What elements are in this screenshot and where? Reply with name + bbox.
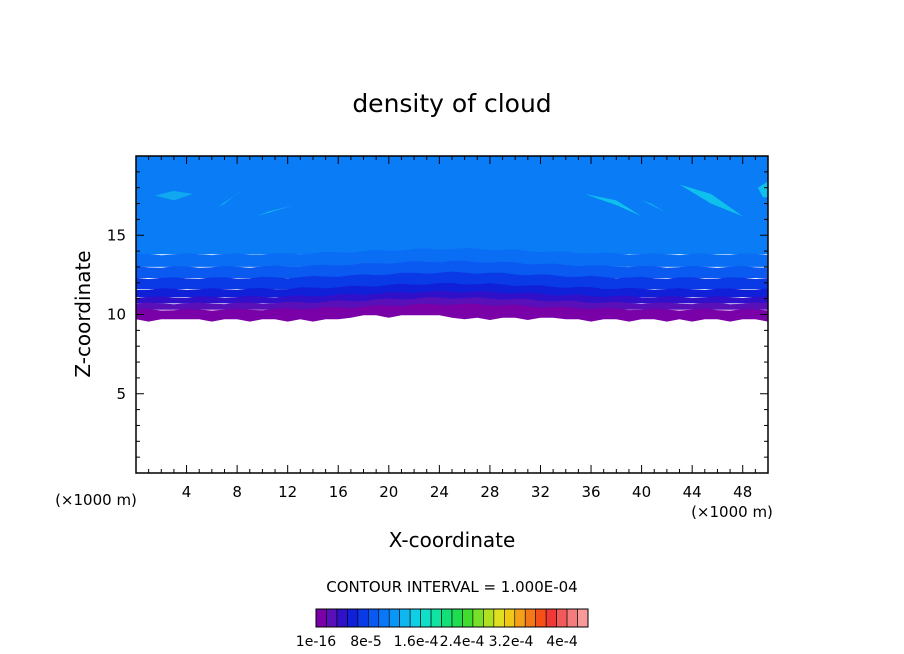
y-tick-label: 10 bbox=[107, 306, 126, 324]
x-axis: 4 8 12 16 20 24 28 32 36 40 44 48 bbox=[148, 156, 756, 501]
x-tick-label: 4 bbox=[182, 483, 192, 501]
y-tick-label: 5 bbox=[116, 385, 126, 403]
contour-patch bbox=[757, 181, 768, 198]
colorbar-swatch bbox=[368, 608, 380, 628]
colorbar-swatch bbox=[524, 608, 536, 628]
contour-band bbox=[136, 283, 768, 298]
x-tick-label: 20 bbox=[379, 483, 398, 501]
chart-title: density of cloud bbox=[352, 89, 551, 118]
contour-band bbox=[136, 297, 768, 310]
contour-patch bbox=[155, 190, 193, 201]
colorbar-labels: 1e-16 8e-5 1.6e-4 2.4e-4 3.2e-4 4e-4 bbox=[296, 634, 578, 650]
colorbar-swatch bbox=[472, 608, 484, 628]
x-tick-label: 12 bbox=[278, 483, 297, 501]
colorbar-swatch bbox=[535, 608, 547, 628]
colorbar-swatch bbox=[357, 608, 369, 628]
colorbar-swatch bbox=[409, 608, 421, 628]
x-axis-label: X-coordinate bbox=[389, 528, 516, 552]
colorbar-swatch bbox=[441, 608, 453, 628]
colorbar-swatch bbox=[315, 608, 327, 628]
y-axis: 5 10 15 bbox=[107, 171, 768, 458]
x-tick-label: 28 bbox=[480, 483, 499, 501]
colorbar-label: 2.4e-4 bbox=[440, 634, 485, 650]
colorbar-swatch bbox=[545, 608, 557, 628]
contour-band bbox=[136, 290, 768, 304]
colorbar-swatch bbox=[420, 608, 432, 628]
contour-band bbox=[136, 271, 768, 290]
colorbar-swatch bbox=[336, 608, 348, 628]
colorbar-swatch bbox=[556, 608, 568, 628]
colorbar-label: 4e-4 bbox=[546, 634, 578, 650]
colorbar-swatch bbox=[504, 608, 516, 628]
contour-band bbox=[136, 260, 768, 278]
colorbar-swatch bbox=[566, 608, 578, 628]
colorbar-swatch bbox=[388, 608, 400, 628]
y-axis-label: Z-coordinate bbox=[71, 250, 95, 377]
colorbar-swatch bbox=[514, 608, 526, 628]
colorbar-swatch bbox=[399, 608, 411, 628]
x-tick-label: 40 bbox=[632, 483, 651, 501]
colorbar-swatch bbox=[347, 608, 359, 628]
y-tick-label: 15 bbox=[107, 226, 126, 244]
colorbar-label: 1.6e-4 bbox=[394, 634, 439, 650]
plot-area bbox=[136, 156, 768, 322]
x-tick-label: 44 bbox=[683, 483, 702, 501]
colorbar-swatch bbox=[493, 608, 505, 628]
colorbar-label: 8e-5 bbox=[350, 634, 381, 650]
contour-patch bbox=[294, 194, 332, 204]
colorbar-swatch bbox=[430, 608, 442, 628]
colorbar-swatch bbox=[326, 608, 338, 628]
x-axis-unit-left: (×1000 m) bbox=[55, 491, 137, 509]
x-tick-label: 16 bbox=[329, 483, 348, 501]
contour-interval-label: CONTOUR INTERVAL = 1.000E-04 bbox=[326, 578, 577, 596]
x-tick-label: 24 bbox=[430, 483, 449, 501]
contour-band bbox=[136, 247, 768, 267]
x-tick-label: 32 bbox=[531, 483, 550, 501]
colorbar-label: 3.2e-4 bbox=[489, 634, 534, 650]
colorbar-label: 1e-16 bbox=[296, 634, 336, 650]
x-axis-unit-right: (×1000 m) bbox=[691, 503, 773, 521]
colorbar-swatch bbox=[462, 608, 474, 628]
x-tick-label: 8 bbox=[232, 483, 242, 501]
x-tick-label: 48 bbox=[733, 483, 752, 501]
contour-patch bbox=[679, 184, 743, 217]
colorbar bbox=[315, 608, 589, 628]
colorbar-swatch bbox=[378, 608, 390, 628]
contour-band bbox=[136, 156, 768, 255]
colorbar-swatch bbox=[451, 608, 463, 628]
colorbar-swatch bbox=[577, 608, 589, 628]
x-tick-label: 36 bbox=[581, 483, 600, 501]
colorbar-frame bbox=[315, 608, 589, 628]
contour-band bbox=[136, 303, 768, 322]
colorbar-swatch bbox=[483, 608, 495, 628]
